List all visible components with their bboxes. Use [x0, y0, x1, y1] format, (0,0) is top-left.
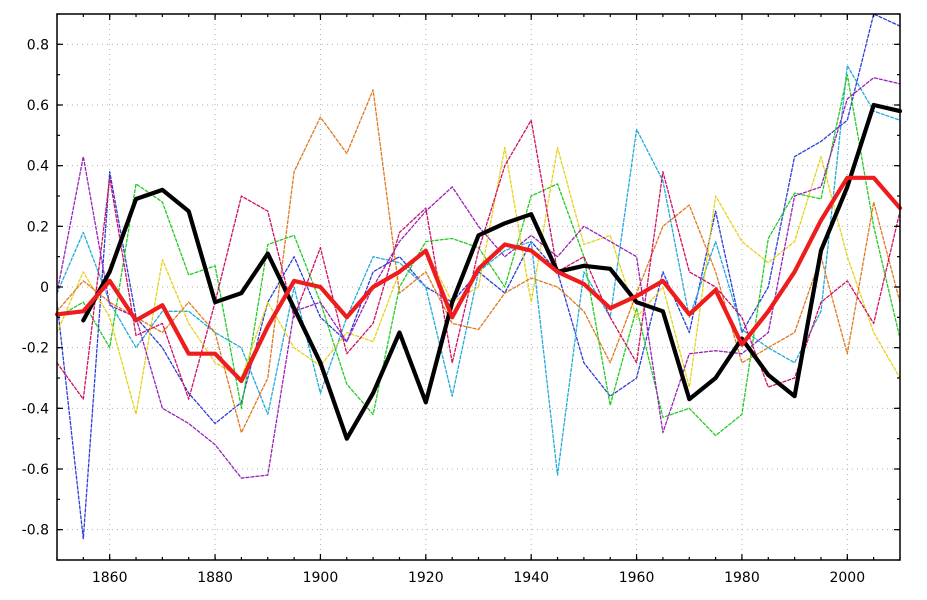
x-tick-label: 1920 [408, 570, 444, 586]
y-tick-label: 0.6 [27, 98, 49, 114]
series-line-1 [56, 13, 901, 540]
y-tick-labels: -0.8 -0.6 -0.4 -0.2 0 0.2 0.4 0.6 0.8 [22, 37, 49, 538]
series-line-2 [56, 64, 901, 476]
x-tick-label: 1880 [197, 570, 233, 586]
y-tick-label: 0.2 [27, 219, 49, 235]
y-tick-label: -0.8 [22, 523, 49, 539]
series-line-9 [54, 175, 903, 384]
y-tick-label: -0.2 [22, 341, 49, 357]
x-tick-label: 1940 [513, 570, 549, 586]
x-tick-label: 1960 [619, 570, 655, 586]
y-tick-label: 0.4 [27, 159, 49, 175]
x-tick-label: 2000 [829, 570, 865, 586]
y-tick-label: -0.6 [22, 462, 49, 478]
y-tick-label: -0.4 [22, 401, 49, 417]
x-tick-label: 1860 [92, 570, 128, 586]
x-tick-label: 1900 [303, 570, 339, 586]
x-tick-labels: 1860 1880 1900 1920 1940 1960 1980 2000 [92, 570, 865, 586]
series-line-7 [56, 77, 901, 479]
gridlines [57, 14, 900, 560]
x-tick-label: 1980 [724, 570, 760, 586]
y-tick-label: 0.8 [27, 37, 49, 53]
series-line-4 [56, 146, 901, 416]
y-tick-label: 0 [40, 280, 49, 296]
series-line-3 [56, 74, 901, 437]
series-line-8 [81, 102, 903, 441]
series-line-5 [56, 89, 901, 434]
series-lines [54, 13, 903, 540]
axis-ticks [56, 13, 901, 561]
